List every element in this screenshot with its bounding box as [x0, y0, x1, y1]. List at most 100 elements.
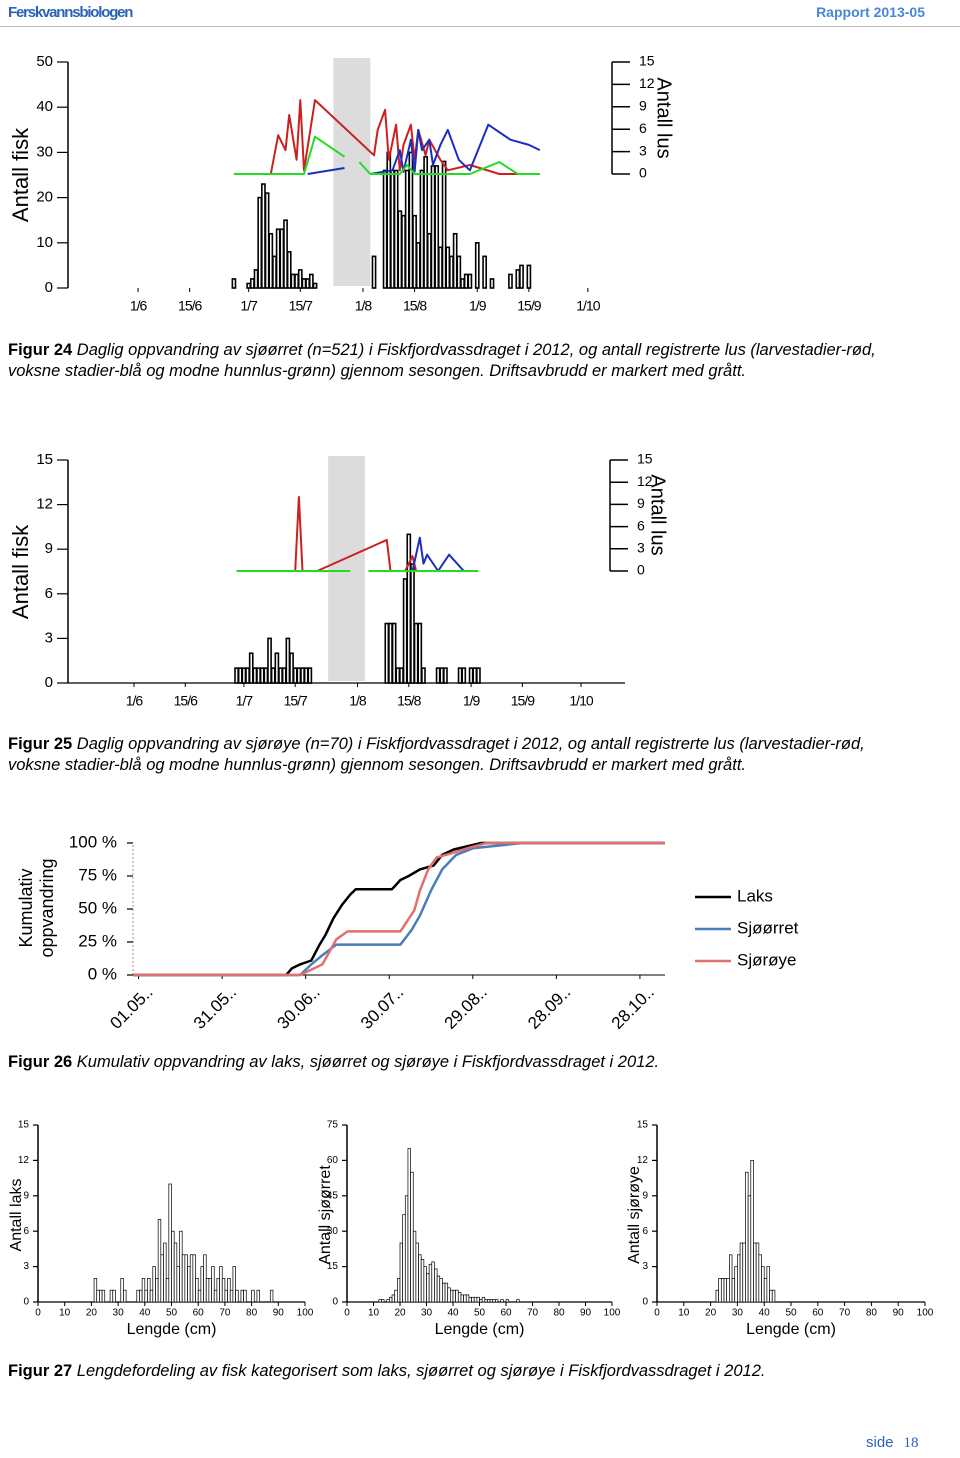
- histogram-bar: [428, 1263, 433, 1303]
- y-axis-label: Antall fisk: [8, 127, 33, 222]
- shade: [328, 456, 365, 681]
- histogram-bar: [457, 1292, 462, 1303]
- x-tick-label: 1/10: [576, 298, 600, 314]
- x-tick-label: 60: [193, 1308, 205, 1319]
- caption: Figur 25 Daglig oppvandring av sjørøye (…: [8, 734, 888, 776]
- x-axis-label: Lengde (cm): [127, 1321, 217, 1338]
- bar: [406, 533, 412, 684]
- shade: [333, 58, 371, 286]
- histogram-bar: [505, 1299, 509, 1303]
- histogram-bar: [731, 1278, 736, 1303]
- histogram-bar: [160, 1254, 164, 1303]
- histogram-bar: [755, 1242, 760, 1303]
- histogram-bar: [431, 1261, 435, 1303]
- bar: [278, 667, 283, 684]
- x-tick-label: 20: [394, 1308, 406, 1319]
- bar: [456, 255, 462, 289]
- x-tick-label: 40: [139, 1308, 151, 1319]
- histogram-bar: [109, 1289, 114, 1303]
- x-tick-label: 15/6: [178, 298, 202, 314]
- bar: [474, 242, 480, 289]
- histogram-bar: [737, 1254, 741, 1303]
- histogram-bar: [240, 1289, 244, 1303]
- histogram-bar: [465, 1294, 470, 1303]
- histogram-bar: [386, 1299, 390, 1303]
- histogram-bar: [397, 1278, 401, 1303]
- caption-text: Kumulativ oppvandring av laks, sjøørret …: [76, 1053, 660, 1071]
- bar: [281, 667, 287, 684]
- bar: [515, 269, 521, 289]
- x-tick-label: 100: [917, 1308, 934, 1319]
- x-tick-label: 50: [785, 1308, 797, 1319]
- y-tick-label: 12: [18, 1155, 30, 1166]
- bar: [371, 255, 377, 289]
- bar: [434, 165, 440, 289]
- data-line: [133, 841, 665, 977]
- bar: [457, 667, 463, 684]
- caption-label: Figur 27: [8, 1362, 73, 1380]
- bar: [253, 269, 259, 289]
- y-tick-label: 12: [637, 1155, 649, 1166]
- bar: [408, 151, 414, 289]
- y-tick-label: 3: [45, 629, 53, 646]
- bar: [303, 667, 309, 684]
- caption: Figur 26 Kumulativ oppvandring av laks, …: [8, 1052, 888, 1073]
- histogram-bar: [232, 1266, 236, 1303]
- histogram-bar: [407, 1148, 411, 1303]
- histogram-bar: [171, 1230, 175, 1303]
- histogram-bar: [718, 1278, 722, 1303]
- bar: [248, 652, 254, 684]
- x-tick-label: 40: [759, 1308, 771, 1319]
- histogram-bar: [96, 1289, 100, 1303]
- x-tick-label: 90: [273, 1308, 285, 1319]
- bar: [285, 637, 291, 684]
- histogram-bar: [197, 1289, 202, 1303]
- footer: side 18: [866, 1434, 919, 1452]
- bar: [297, 269, 303, 289]
- bar: [237, 667, 243, 684]
- histogram-bar: [157, 1219, 162, 1303]
- bar: [300, 667, 305, 684]
- histogram-bar: [423, 1266, 427, 1303]
- histogram-bar: [402, 1214, 406, 1303]
- histogram-bar: [769, 1289, 773, 1303]
- x-tick-label: 20: [86, 1308, 98, 1319]
- histogram-bar: [147, 1278, 151, 1303]
- histogram-bar: [123, 1289, 127, 1303]
- bar: [439, 667, 445, 684]
- histogram-bar: [203, 1254, 207, 1303]
- header-right: Rapport 2013-05: [816, 4, 925, 20]
- x-tick-label: 28.10..: [608, 983, 658, 1033]
- y-tick-label: 45: [327, 1190, 339, 1201]
- bar: [257, 196, 263, 289]
- histogram-bar: [165, 1278, 170, 1303]
- y2-axis-label: Antall lus: [653, 77, 675, 158]
- x-tick-label: 28.09..: [524, 983, 574, 1033]
- y2-axis-label: Antall lus: [647, 474, 669, 555]
- data-line: [294, 496, 418, 572]
- caption-label: Figur 25: [8, 735, 73, 753]
- x-tick-label: 15/7: [284, 693, 308, 709]
- histogram-bar: [436, 1275, 441, 1303]
- histogram-bar: [471, 1296, 475, 1303]
- y-tick-label: 0: [45, 674, 53, 691]
- y2-tick-label: 6: [639, 120, 647, 136]
- y2-tick-label: 12: [639, 75, 655, 91]
- y-tick-label: 9: [23, 1190, 29, 1201]
- header-left: Ferskvannsbiologen: [8, 4, 133, 21]
- histogram-bar: [766, 1266, 770, 1303]
- histogram-bar: [763, 1278, 768, 1303]
- x-axis-label: Lengde (cm): [746, 1321, 836, 1338]
- bar: [270, 667, 276, 684]
- bar: [472, 667, 478, 684]
- x-tick-label: 1/9: [463, 693, 481, 709]
- histogram-bar: [747, 1195, 752, 1303]
- histogram-bar: [378, 1299, 382, 1303]
- histogram-bar: [243, 1289, 247, 1303]
- histogram-bar: [99, 1289, 103, 1303]
- bar: [526, 264, 532, 289]
- x-tick-label: 31.05..: [190, 983, 240, 1033]
- bar: [460, 278, 465, 289]
- bar: [272, 255, 277, 289]
- histogram-bar: [481, 1296, 486, 1303]
